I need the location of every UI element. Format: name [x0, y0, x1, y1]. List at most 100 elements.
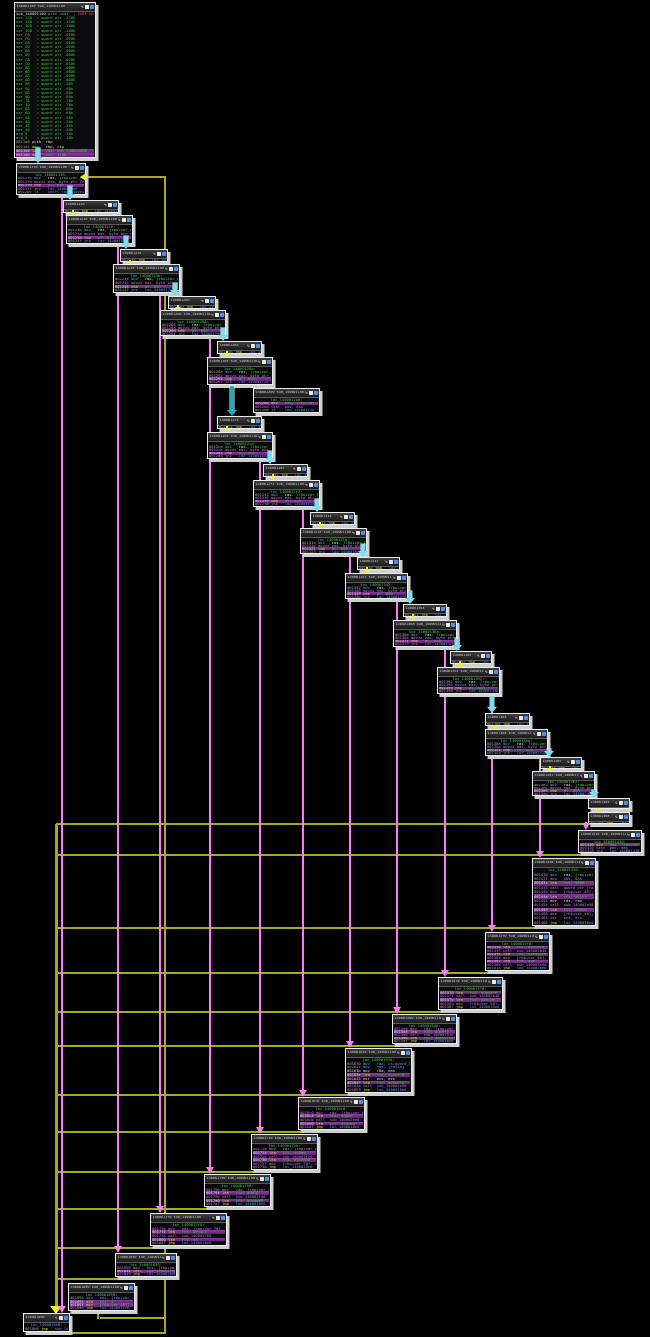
instruction-line[interactable]: 00189b jmp loc_1400011f6: [70, 1307, 133, 1310]
instruction-line[interactable]: var_F8 = qword ptr -0F8h: [16, 33, 94, 37]
select-icon[interactable]: [537, 732, 541, 736]
instruction-line[interactable]: 00134b jnz loc_140001570: [347, 595, 406, 598]
instruction-line[interactable]: 0012ec jmp loc_1400012f2: [265, 474, 306, 476]
select-icon[interactable]: [262, 435, 266, 439]
edit-icon[interactable]: ✎: [212, 1215, 215, 1220]
basic-block-F[interactable]: 1400018e0 ✎ loc_1400018e0: 0018e0 jmp sub_1…: [23, 1313, 70, 1332]
instruction-line[interactable]: 0012f2 mov rax, [rbp+var_F8]: [255, 493, 318, 496]
instruction-line[interactable]: var_A8 = qword ptr -0A8h: [16, 74, 94, 78]
select-icon[interactable]: [489, 670, 493, 674]
instruction-line[interactable]: 0017fb call sub_140002f60: [152, 1234, 225, 1238]
edit-icon[interactable]: ✎: [533, 731, 536, 736]
instruction-line[interactable]: 00140a jmp loc_140001410: [590, 822, 628, 823]
instruction-line[interactable]: 0017f0 mov edx, [rbp+var_78]: [152, 1227, 225, 1231]
instruction-line[interactable]: 001720 mov rax, [rbp+var_68]: [253, 1148, 316, 1152]
highlighted-instruction[interactable]: 0017f4 lea rcx, aPrint: [152, 1230, 225, 1235]
basic-block-H6[interactable]: 1400016c0 sub_1400011d0 ✎ loc_1400016c0: 00…: [298, 1097, 365, 1130]
instruction-line[interactable]: 001513 jmp loc_1400018e0: [487, 967, 548, 971]
block-titlebar[interactable]: 14000123e sub_1400011d0 ✎: [114, 265, 179, 274]
instruction-line[interactable]: loc_1400012ca:: [209, 442, 271, 445]
basic-block-H9[interactable]: 1400017f0 sub_1400011d0 ✎ loc_1400017f0: 00…: [150, 1213, 227, 1246]
block-titlebar[interactable]: 14000138c ✎: [451, 652, 491, 661]
select-icon[interactable]: [584, 774, 588, 778]
instruction-line[interactable]: loc_1400016c0:: [300, 1107, 363, 1111]
instruction-line[interactable]: 00139b jnz loc_140001430: [439, 690, 498, 693]
instruction-line[interactable]: 00138c jmp loc_140001392: [452, 661, 490, 663]
color-icon[interactable]: [90, 5, 94, 9]
instruction-line[interactable]: 00123e mov rax, [rbp+var_F8]: [115, 278, 178, 282]
instruction-line[interactable]: 001323 jnz loc_1400015d0: [302, 550, 365, 553]
instruction-line[interactable]: var_108 = qword ptr -108h: [16, 24, 94, 28]
edit-icon[interactable]: ✎: [153, 251, 156, 256]
instruction-line[interactable]: var_118 = qword ptr -118h: [16, 16, 94, 20]
basic-block-H2[interactable]: 1400014f0 sub_1400011d0 ✎ loc_1400014f0: 00…: [485, 932, 550, 971]
select-icon[interactable]: [446, 623, 450, 627]
edit-icon[interactable]: ✎: [165, 266, 168, 271]
basic-block-B3[interactable]: 14000123e sub_1400011d0 ✎ loc_14000123e: 00…: [113, 264, 180, 293]
instruction-line[interactable]: arg_0 = qword ptr 10h: [16, 132, 94, 136]
block-titlebar[interactable]: 140001630 sub_1400011d0 ✎: [346, 1049, 411, 1058]
highlighted-instruction[interactable]: 00121d cmp al, 62h: [68, 235, 131, 240]
basic-block-H3[interactable]: 140001570 sub_1400011d0 ✎ loc_140001570: 00…: [438, 977, 503, 1010]
color-icon[interactable]: [256, 419, 260, 423]
instruction-line[interactable]: 00136a mov rax, [rbp+var_F8]: [395, 633, 455, 636]
basic-block-S11[interactable]: 1400013b4 ✎ 0013b4 jmp loc_1400013ba: [485, 713, 530, 726]
highlighted-instruction[interactable]: 001724 lea rcx, aLoad: [253, 1151, 316, 1155]
basic-block-S5[interactable]: 1400012c4 ✎ 0012c4 jmp loc_1400012ca: [217, 416, 262, 429]
instruction-line[interactable]: 001430 mov rax, [rbp+var_110]: [534, 872, 594, 876]
edit-icon[interactable]: ✎: [256, 1176, 259, 1181]
select-icon[interactable]: [539, 935, 543, 939]
basic-block-B2[interactable]: 140001216 sub_1400011d0 ✎ loc_140001216: 00…: [66, 215, 133, 244]
color-icon[interactable]: [494, 670, 498, 674]
block-titlebar[interactable]: 140001404 ✎: [589, 799, 629, 808]
color-icon[interactable]: [174, 267, 178, 271]
instruction-line[interactable]: 00128e mov rax, [rbp+var_F8]: [209, 370, 271, 373]
edit-icon[interactable]: ✎: [442, 1016, 445, 1021]
select-icon[interactable]: [519, 716, 523, 720]
instruction-line[interactable]: var_50 = qword ptr -50h: [16, 120, 94, 124]
basic-block-S6[interactable]: 1400012ec ✎ 0012ec jmp loc_1400012f2: [263, 464, 308, 477]
color-icon[interactable]: [589, 774, 593, 778]
select-icon[interactable]: [344, 515, 348, 519]
basic-block-H4[interactable]: 1400015d0 sub_1400011d0 ✎ loc_1400015d0: 00…: [392, 1014, 457, 1044]
color-icon[interactable]: [171, 1256, 175, 1260]
highlighted-instruction[interactable]: 001295 cmp al, 65h: [209, 377, 271, 381]
instruction-line[interactable]: 001314 jmp loc_14000131a: [312, 522, 353, 524]
basic-block-B9[interactable]: 140001342 sub_1400011d0 ✎ loc_140001342: 00…: [345, 573, 408, 599]
instruction-line[interactable]: 0013ba mov rax, [rbp+var_F8]: [487, 742, 546, 745]
instruction-line[interactable]: arg_8 = qword ptr 18h: [16, 136, 94, 140]
instruction-line[interactable]: 001850 mov ecx, [rbp+var_80]: [117, 1266, 175, 1269]
instruction-line[interactable]: loc_140001410:: [580, 840, 640, 843]
instruction-line[interactable]: loc_14000128e:: [209, 367, 271, 370]
instruction-line[interactable]: 0012ca mov rax, [rbp+var_F8]: [209, 445, 271, 448]
instruction-line[interactable]: 001807 jmp loc_1400018e0: [152, 1241, 225, 1245]
select-icon[interactable]: [307, 1137, 311, 1141]
block-titlebar[interactable]: 1400015d0 sub_1400011d0 ✎: [393, 1015, 456, 1024]
block-titlebar[interactable]: 140001430 sub_1400011d0 ✎: [533, 859, 595, 868]
instruction-line[interactable]: 001577 call sub_140002b40: [440, 994, 501, 998]
instruction-line[interactable]: 0013b4 jmp loc_1400013ba: [487, 723, 528, 725]
select-icon[interactable]: [356, 531, 360, 535]
instruction-line[interactable]: 0013e2 mov rax, [rbp+var_F8]: [534, 784, 593, 787]
select-icon[interactable]: [124, 1286, 128, 1290]
instruction-line[interactable]: 0018e0 jmp sub_140003250: [25, 1327, 68, 1331]
instruction-line[interactable]: 001466 jmp loc_1400018e0: [534, 921, 594, 925]
select-icon[interactable]: [169, 267, 173, 271]
basic-block-S12[interactable]: 1400013dc ✎ 0013dc jmp loc_1400013e2: [540, 757, 582, 769]
instruction-line[interactable]: 00126a movzx eax, byte ptr [rax]: [162, 326, 224, 329]
color-icon[interactable]: [267, 435, 271, 439]
instruction-line[interactable]: var_40 = qword ptr -40h: [16, 128, 94, 132]
instruction-line[interactable]: loc_1400012f2:: [255, 490, 318, 493]
edit-icon[interactable]: ✎: [535, 934, 538, 939]
basic-block-H5[interactable]: 140001630 sub_1400011d0 ✎ loc_140001630: 00…: [345, 1048, 412, 1093]
select-icon[interactable]: [401, 1051, 405, 1055]
highlighted-instruction[interactable]: 0015d4 lea rcx, aQuery: [394, 1030, 455, 1034]
basic-block-B5[interactable]: 14000128e sub_1400011d0 ✎ loc_14000128e: 00…: [207, 357, 273, 385]
edit-icon[interactable]: ✎: [258, 359, 261, 364]
basic-block-B12[interactable]: 1400013ba sub_1400011d0 ✎ loc_1400013ba: 00…: [485, 729, 548, 756]
block-titlebar[interactable]: 1400013b4 ✎: [486, 714, 529, 723]
basic-block-B11[interactable]: 140001392 sub_1400011d0 ✎ loc_140001392: 00…: [437, 667, 500, 694]
color-icon[interactable]: [359, 1100, 363, 1104]
block-titlebar[interactable]: 1400011d0 sub_1400011d0 ✎: [15, 3, 95, 12]
instruction-line[interactable]: 0012b6 test eax, eax: [255, 405, 318, 409]
